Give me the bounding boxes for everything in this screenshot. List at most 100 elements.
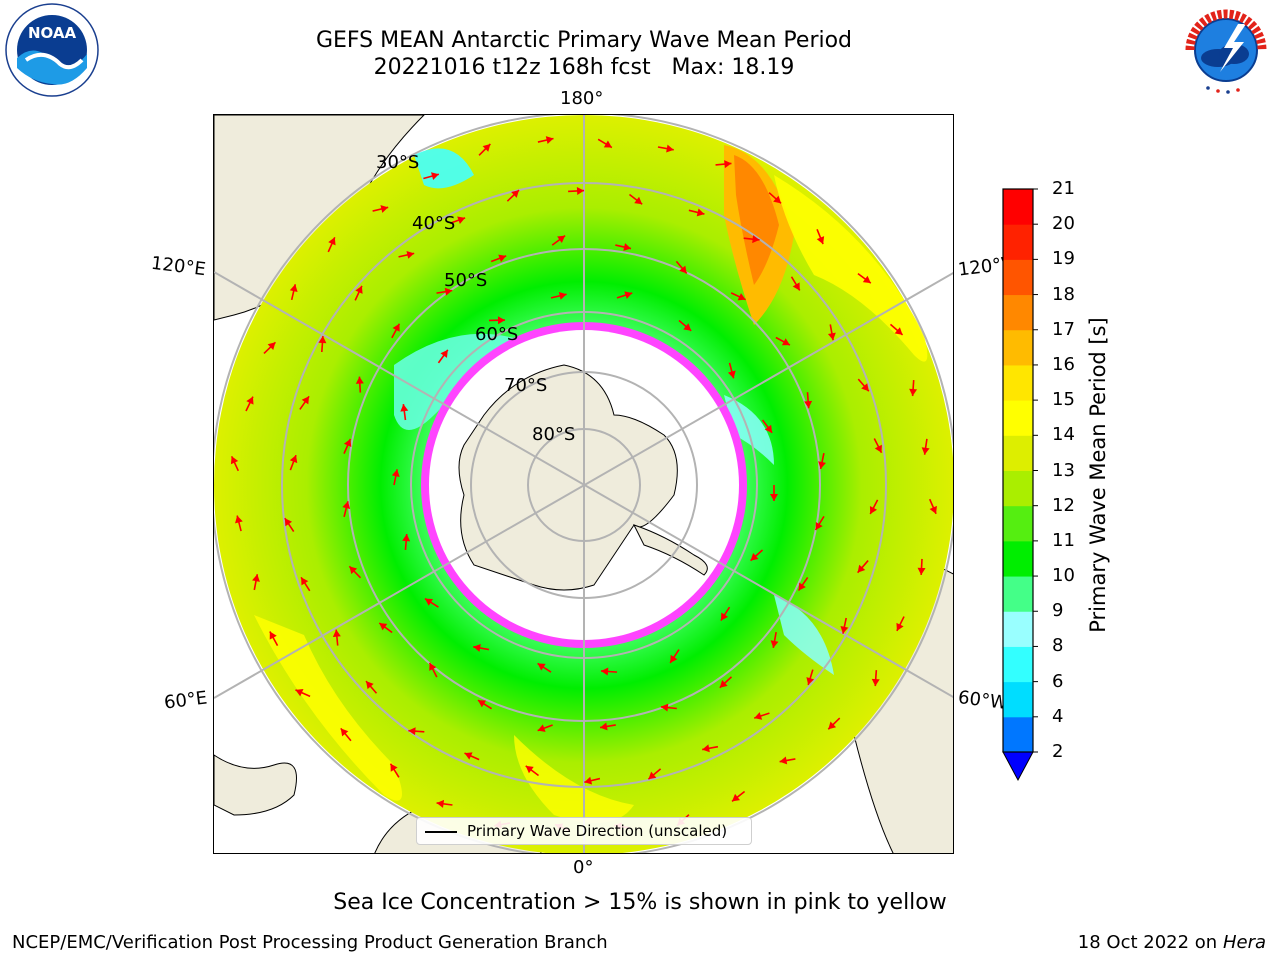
wave-direction-arrowhead xyxy=(473,644,481,652)
wave-direction-arrowhead xyxy=(424,598,433,606)
lat-label-70s: 70°S xyxy=(504,375,548,396)
colorbar-tick-label: 20 xyxy=(1052,213,1075,235)
wave-direction-arrowhead xyxy=(827,332,836,341)
wave-direction-arrowhead xyxy=(545,136,554,144)
wave-direction-arrowhead xyxy=(408,727,416,736)
colorbar xyxy=(1002,188,1038,782)
wave-direction-arrowhead xyxy=(600,722,608,731)
wave-direction-arrowhead xyxy=(764,424,773,433)
wave-direction-arrowhead xyxy=(818,461,826,469)
colorbar-tick-label: 19 xyxy=(1052,248,1075,270)
lat-label-40s: 40°S xyxy=(412,213,456,234)
colorbar-segment xyxy=(1003,329,1033,366)
wave-direction-arrowhead xyxy=(400,404,409,412)
wave-direction-arrowhead xyxy=(301,577,309,586)
colorbar-tick-label: 15 xyxy=(1052,389,1075,411)
wave-direction-arrowhead xyxy=(773,195,782,204)
wave-direction-arrowhead xyxy=(406,250,415,259)
wave-direction-arrowhead xyxy=(328,237,336,246)
wave-direction-arrowhead xyxy=(498,254,507,263)
wave-direction-arrowhead xyxy=(332,629,341,637)
colorbar-segment xyxy=(1003,435,1033,471)
wave-direction-arrowhead xyxy=(804,400,813,409)
colorbar-segment xyxy=(1003,189,1033,225)
wave-direction-arrowhead xyxy=(921,447,930,455)
colorbar-tick-label: 8 xyxy=(1052,635,1064,657)
wave-direction-arrowhead xyxy=(537,724,546,732)
wave-direction-arrowhead xyxy=(720,612,729,621)
wave-direction-arrowhead xyxy=(366,681,374,690)
wave-direction-arrowhead xyxy=(558,291,567,300)
colorbar-tick-label: 9 xyxy=(1052,600,1064,622)
colorbar-segment xyxy=(1003,716,1033,753)
wave-direction-arrowhead xyxy=(603,140,612,148)
map-legend: Primary Wave Direction (unscaled) xyxy=(416,817,752,845)
wave-period-map xyxy=(214,115,953,853)
wave-direction-arrowhead xyxy=(235,515,243,524)
wave-direction-arrowhead xyxy=(301,396,310,405)
sea-ice-note: Sea Ice Concentration > 15% is shown in … xyxy=(333,890,947,915)
wave-direction-arrowhead xyxy=(754,712,763,720)
wave-direction-arrowhead xyxy=(871,678,880,687)
wave-direction-arrowhead xyxy=(660,703,669,712)
wave-direction-arrowhead xyxy=(444,287,453,296)
colorbar-segment xyxy=(1003,576,1033,612)
footer-date: 18 Oct 2022 on Hera xyxy=(1078,932,1266,953)
wave-direction-arrowhead xyxy=(436,799,445,808)
wave-direction-arrowhead xyxy=(670,654,678,663)
wave-direction-arrowhead xyxy=(806,677,815,685)
wave-direction-arrowhead xyxy=(909,388,918,397)
wave-direction-arrowhead xyxy=(355,376,364,384)
colorbar-tick-label: 21 xyxy=(1052,178,1075,199)
wave-direction-arrowhead xyxy=(402,534,411,542)
wave-direction-arrowhead xyxy=(724,160,732,169)
wave-direction-arrowhead xyxy=(267,342,276,351)
colorbar-extend-arrow xyxy=(1002,751,1034,782)
wave-direction-arrowhead xyxy=(815,521,823,531)
lon-label-0: 0° xyxy=(573,857,594,878)
nws-logo-icon xyxy=(1178,2,1274,98)
wave-direction-arrowhead xyxy=(702,744,710,753)
wave-direction-arrowhead xyxy=(584,776,593,785)
wave-direction-arrowhead xyxy=(477,700,487,708)
footer-branch: NCEP/EMC/Verification Post Processing Pr… xyxy=(12,932,608,953)
wave-direction-arrowhead xyxy=(392,323,400,332)
wave-direction-arrowhead xyxy=(869,505,878,515)
colorbar-segment xyxy=(1003,224,1033,260)
wave-direction-arrowhead xyxy=(634,196,643,205)
wave-direction-arrowhead xyxy=(857,564,866,573)
wave-direction-arrowhead xyxy=(679,265,687,274)
colorbar-segment xyxy=(1003,294,1033,331)
wave-direction-arrowhead xyxy=(295,689,304,697)
wave-direction-arrowhead xyxy=(349,566,358,575)
noaa-logo-text: NOAA xyxy=(28,24,77,42)
lon-label-60e: 60°E xyxy=(162,687,209,714)
period-max-patch xyxy=(734,155,779,285)
colorbar-segment xyxy=(1003,681,1033,718)
colorbar-segment xyxy=(1003,470,1033,507)
period-cyan-band-drake xyxy=(774,595,834,675)
wave-direction-arrowhead xyxy=(696,208,705,217)
colorbar-tick-label: 10 xyxy=(1052,565,1075,587)
wave-direction-arrowhead xyxy=(917,567,926,575)
wave-direction-arrowhead xyxy=(770,640,779,648)
colorbar-label: Primary Wave Mean Period [s] xyxy=(1086,317,1110,633)
wave-direction-arrowhead xyxy=(557,235,566,244)
colorbar-tick-label: 18 xyxy=(1052,283,1075,305)
wave-direction-arrowhead xyxy=(391,469,400,477)
wave-direction-arrowhead xyxy=(289,284,298,293)
wave-direction-arrowhead xyxy=(246,396,254,405)
lat-label-80s: 80°S xyxy=(532,424,576,445)
antarctic-peninsula xyxy=(633,524,708,576)
wave-direction-arrowhead xyxy=(340,728,349,737)
wave-direction-arrowhead xyxy=(537,663,546,671)
lat-label-60s: 60°S xyxy=(475,324,519,345)
wave-direction-arrowhead xyxy=(894,327,903,335)
wave-direction-arrowhead xyxy=(269,631,277,640)
wave-direction-arrowhead xyxy=(719,680,728,688)
wave-direction-arrowhead xyxy=(816,236,825,245)
wave-direction-arrowhead xyxy=(828,721,837,730)
wave-direction-arrowhead xyxy=(666,144,674,153)
wave-direction-arrowhead xyxy=(798,582,806,591)
colorbar-tick-label: 17 xyxy=(1052,318,1075,340)
